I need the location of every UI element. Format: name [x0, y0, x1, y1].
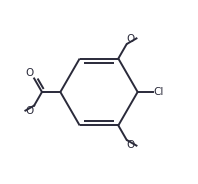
Text: O: O: [25, 68, 33, 77]
Text: Cl: Cl: [154, 87, 164, 97]
Text: O: O: [127, 34, 135, 44]
Text: O: O: [127, 140, 135, 150]
Text: O: O: [25, 106, 33, 116]
